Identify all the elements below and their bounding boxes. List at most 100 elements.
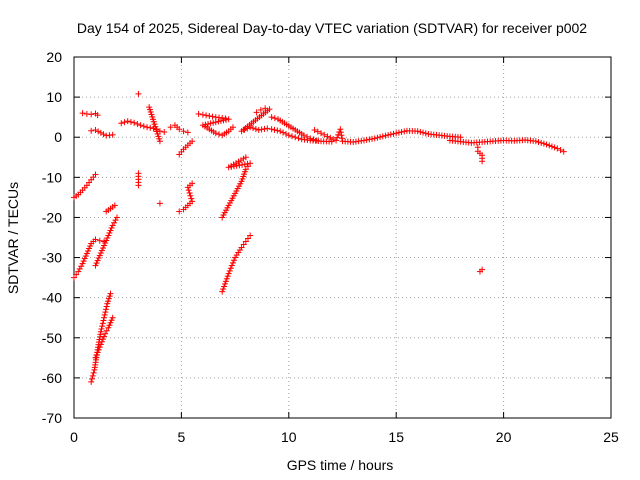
- data-point-trace: [100, 317, 107, 324]
- data-point: [543, 141, 550, 148]
- data-point-trace: [338, 135, 345, 142]
- data-point-trace: [100, 131, 107, 138]
- data-point: [104, 300, 111, 307]
- data-point: [268, 126, 275, 133]
- data-point-trace: [93, 352, 100, 359]
- data-point-trace: [271, 126, 278, 133]
- data-point-trace: [97, 341, 104, 348]
- data-point-trace: [101, 333, 108, 340]
- data-point-trace: [82, 253, 89, 260]
- data-point: [253, 109, 260, 116]
- y-tick-label: 0: [54, 129, 62, 145]
- data-point-trace: [106, 322, 113, 329]
- grid: [74, 57, 611, 418]
- data-point-trace: [103, 327, 110, 334]
- data-point: [257, 106, 264, 113]
- x-tick-label: 15: [388, 429, 404, 445]
- data-point-trace: [112, 217, 119, 224]
- data-point: [212, 130, 219, 137]
- data-point: [105, 232, 112, 239]
- y-tick-label: -70: [42, 410, 62, 426]
- data-point: [554, 145, 561, 152]
- data-point: [176, 126, 183, 133]
- data-point-trace: [108, 317, 115, 324]
- data-point-trace: [207, 120, 214, 127]
- y-tick-label: 10: [46, 89, 62, 105]
- data-point-trace: [97, 250, 104, 257]
- data-point: [92, 127, 99, 134]
- data-point: [318, 130, 325, 137]
- data-point: [88, 378, 95, 385]
- data-point-trace: [228, 262, 235, 269]
- data-point: [255, 127, 262, 134]
- data-point-trace: [379, 133, 386, 140]
- data-point-trace: [223, 116, 230, 123]
- data-point: [300, 132, 307, 139]
- data-point-trace: [401, 128, 408, 135]
- data-point-trace: [535, 139, 542, 146]
- data-point-trace: [73, 271, 80, 278]
- data-point-trace: [134, 120, 141, 127]
- data-point-trace: [258, 126, 265, 133]
- data-point-trace: [93, 260, 100, 267]
- data-point-trace: [231, 257, 238, 264]
- data-point: [199, 111, 206, 118]
- data-point: [414, 128, 421, 135]
- data-point-trace: [127, 118, 134, 125]
- data-point-trace: [217, 117, 224, 124]
- data-point-trace: [366, 136, 373, 143]
- data-point: [225, 270, 232, 277]
- data-point-trace: [108, 224, 115, 231]
- data-point: [242, 166, 249, 173]
- data-point: [118, 120, 125, 127]
- data-point-trace: [282, 130, 289, 137]
- data-point-trace: [187, 192, 194, 199]
- data-point-trace: [385, 132, 392, 139]
- data-point-trace: [210, 119, 217, 126]
- data-point-trace: [417, 128, 424, 135]
- data-point: [144, 124, 151, 131]
- data-point-trace: [209, 113, 216, 120]
- data-point-trace: [280, 129, 287, 136]
- x-tick-label: 10: [281, 429, 297, 445]
- data-point: [189, 138, 196, 145]
- data-point: [476, 268, 483, 275]
- data-point: [96, 237, 103, 244]
- data-point-trace: [321, 131, 328, 138]
- data-point: [107, 290, 114, 297]
- data-point: [167, 124, 174, 131]
- data-point-trace: [86, 245, 93, 252]
- data-point: [479, 158, 486, 165]
- data-point-trace: [314, 128, 321, 135]
- data-point-trace: [102, 240, 109, 247]
- data-point-trace: [104, 235, 111, 242]
- data-point-trace: [236, 162, 243, 169]
- data-point-trace: [186, 189, 193, 196]
- data-point-trace: [244, 160, 251, 167]
- y-tick-label: -60: [42, 370, 62, 386]
- data-point: [92, 171, 99, 178]
- data-point-trace: [111, 219, 118, 226]
- data-point-trace: [239, 161, 246, 168]
- data-point-trace: [289, 133, 296, 140]
- axis-ticks: 0 5 10 15 20 25 -70 -60 -50 -40 -30 -20 -10 0 10 20: [42, 49, 619, 445]
- data-point-trace: [140, 123, 147, 130]
- data-point-trace: [271, 115, 278, 122]
- data-point-trace: [107, 319, 114, 326]
- data-point: [75, 268, 82, 275]
- data-point-trace: [102, 309, 109, 316]
- y-tick-label: -20: [42, 209, 62, 225]
- y-tick-label: -50: [42, 330, 62, 346]
- data-point-trace: [94, 257, 101, 264]
- data-point: [95, 346, 102, 353]
- data-point-trace: [244, 125, 251, 132]
- data-point-trace: [103, 303, 110, 310]
- data-point-trace: [551, 144, 558, 151]
- data-point-trace: [261, 125, 268, 132]
- data-point-trace: [398, 129, 405, 136]
- data-point: [242, 154, 249, 161]
- data-point-trace: [90, 369, 97, 376]
- data-point: [277, 128, 284, 135]
- x-tick-label: 5: [178, 429, 186, 445]
- data-point-trace: [538, 139, 545, 146]
